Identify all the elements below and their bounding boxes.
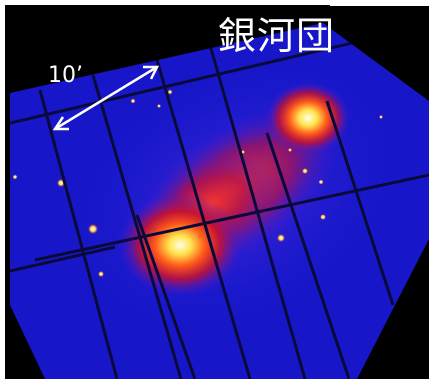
point-source bbox=[157, 104, 161, 108]
point-source bbox=[277, 234, 285, 242]
xray-image: 銀河団 10’ bbox=[5, 5, 429, 379]
scale-bar-label: 10’ bbox=[48, 63, 83, 88]
point-source bbox=[302, 168, 308, 174]
xray-scene bbox=[10, 23, 429, 379]
point-source bbox=[12, 174, 18, 180]
point-source bbox=[288, 148, 292, 152]
point-source bbox=[98, 271, 104, 277]
title-label: 銀河団 bbox=[218, 14, 336, 58]
point-source bbox=[88, 224, 98, 234]
scale-bar-arrow bbox=[52, 65, 160, 131]
point-source bbox=[318, 179, 324, 185]
point-source bbox=[379, 115, 383, 119]
point-source bbox=[320, 214, 326, 220]
point-source bbox=[130, 98, 136, 104]
secondary-cluster-core bbox=[266, 82, 350, 154]
point-source bbox=[167, 89, 173, 95]
main-cluster-core bbox=[118, 193, 242, 297]
top-white-strip bbox=[330, 0, 434, 6]
emission-layer bbox=[10, 23, 429, 379]
